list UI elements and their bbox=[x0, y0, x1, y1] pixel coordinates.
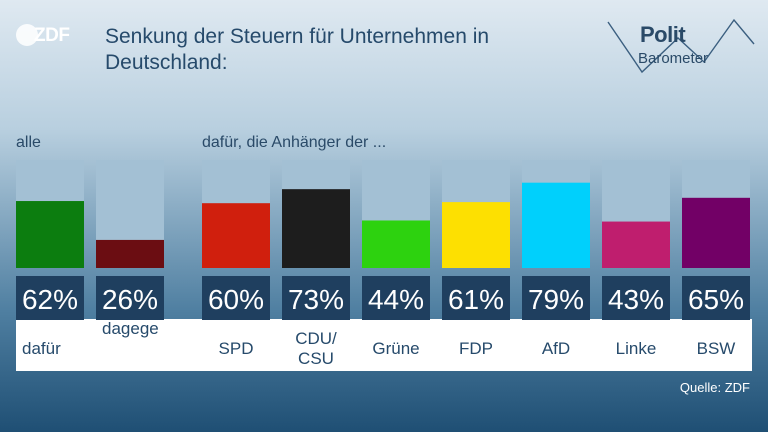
category-label-cdu-csu-2: CSU bbox=[298, 349, 334, 368]
politbarometer-logo: Polit Barometer bbox=[606, 18, 756, 74]
brand-word-barometer: Barometer bbox=[638, 50, 709, 67]
category-label-dafür: dafür bbox=[22, 339, 61, 358]
value-box-dagegen bbox=[96, 276, 164, 320]
section-label-all: alle bbox=[16, 134, 41, 151]
category-label-band bbox=[16, 319, 752, 371]
value-box-fdp bbox=[442, 276, 510, 320]
bar-afd bbox=[522, 182, 590, 268]
bar-dagegen bbox=[96, 239, 164, 268]
category-label-grüne: Grüne bbox=[372, 339, 419, 358]
zdf-ring-icon bbox=[16, 24, 38, 46]
value-box-dafür bbox=[16, 276, 84, 320]
section-label-parties: dafür, die Anhänger der ... bbox=[202, 134, 387, 151]
category-label-spd: SPD bbox=[219, 339, 254, 358]
data-label-spd: 60% bbox=[208, 284, 264, 315]
data-label-dagegen: 26% bbox=[102, 284, 158, 315]
zdf-logo-text: ZDF bbox=[34, 25, 70, 46]
bar-grüne bbox=[362, 220, 430, 268]
value-box-linke bbox=[602, 276, 670, 320]
category-label-cdu-csu-1: CDU/ bbox=[295, 329, 337, 348]
brand-word-polit: Polit bbox=[640, 22, 686, 47]
value-box-afd bbox=[522, 276, 590, 320]
bar-cdu-csu bbox=[282, 189, 350, 268]
category-label-linke: Linke bbox=[616, 339, 657, 358]
category-label-afd: AfD bbox=[542, 339, 570, 358]
bar-spd bbox=[202, 203, 270, 268]
chart-title: Senkung der Steuern für Unternehmen in D… bbox=[105, 25, 490, 74]
bar-bsw bbox=[682, 197, 750, 268]
data-label-bsw: 65% bbox=[688, 284, 744, 315]
source-note: Quelle: ZDF bbox=[679, 380, 750, 395]
category-label-fdp: FDP bbox=[459, 339, 493, 358]
zdf-logo: ZDF bbox=[16, 24, 80, 48]
politbarometer-line-icon bbox=[607, 18, 755, 74]
value-box-bsw bbox=[682, 276, 750, 320]
data-label-afd: 79% bbox=[528, 284, 584, 315]
data-label-grüne: 44% bbox=[368, 284, 424, 315]
data-label-dafür: 62% bbox=[22, 284, 78, 315]
category-label-bsw: BSW bbox=[697, 339, 736, 358]
data-label-linke: 43% bbox=[608, 284, 664, 315]
value-box-grüne bbox=[362, 276, 430, 320]
value-box-cdu-csu bbox=[282, 276, 350, 320]
value-box-spd bbox=[202, 276, 270, 320]
category-label-dagegen: dagege bbox=[102, 319, 159, 338]
data-label-fdp: 61% bbox=[448, 284, 504, 315]
bar-dafür bbox=[16, 201, 84, 268]
bar-fdp bbox=[442, 202, 510, 268]
bar-linke bbox=[602, 221, 670, 268]
data-label-cdu-csu: 73% bbox=[288, 284, 344, 315]
